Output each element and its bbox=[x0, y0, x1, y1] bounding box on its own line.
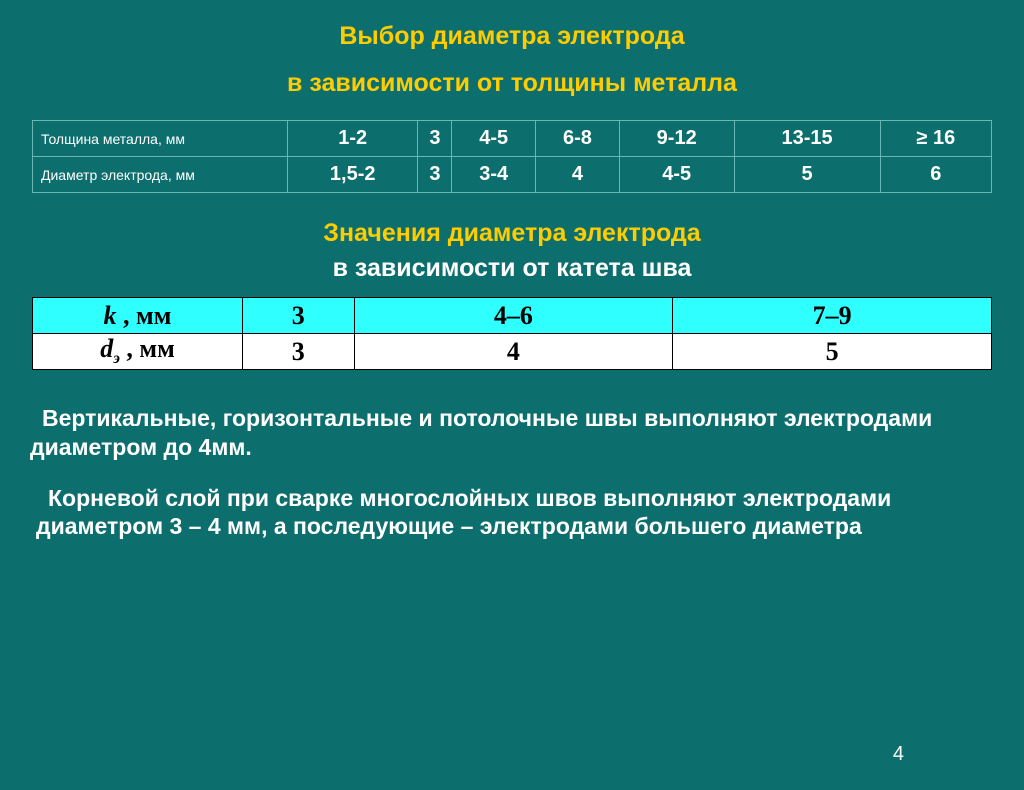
table-cell: 5 bbox=[673, 334, 992, 370]
table-cell: 4-5 bbox=[619, 157, 734, 193]
row-header-diameter: Диаметр электрода, мм bbox=[33, 157, 288, 193]
row-header-k: k , мм bbox=[33, 298, 243, 334]
heading2-line2: в зависимости от катета шва bbox=[0, 254, 1024, 283]
subscript-e: э bbox=[113, 351, 120, 368]
unit-mm: , мм bbox=[120, 334, 175, 363]
unit-mm: , мм bbox=[117, 301, 172, 330]
symbol-k: k bbox=[104, 301, 117, 330]
table-cell: 13-15 bbox=[734, 121, 880, 157]
table-cell: 4 bbox=[536, 157, 620, 193]
page-number: 4 bbox=[893, 743, 904, 766]
heading-line1: Выбор диаметра электрода bbox=[0, 22, 1024, 51]
table-row: dэ , мм 3 4 5 bbox=[33, 334, 992, 370]
table-cell: 3 bbox=[243, 298, 355, 334]
table-row: Диаметр электрода, мм 1,5-2 3 3-4 4 4-5 … bbox=[33, 157, 992, 193]
row-header-d: dэ , мм bbox=[33, 334, 243, 370]
symbol-d: d bbox=[100, 334, 113, 363]
table-cell: 7–9 bbox=[673, 298, 992, 334]
table-cell: 3-4 bbox=[452, 157, 536, 193]
heading-line2: в зависимости от толщины металла bbox=[0, 69, 1024, 98]
table-cell: 3 bbox=[243, 334, 355, 370]
heading2-line1: Значения диаметра электрода bbox=[0, 219, 1024, 248]
table-cell: 1,5-2 bbox=[288, 157, 418, 193]
table-cell: 3 bbox=[418, 157, 452, 193]
table-cell: 5 bbox=[734, 157, 880, 193]
table-cell: 4–6 bbox=[354, 298, 673, 334]
table-cell: 4-5 bbox=[452, 121, 536, 157]
thickness-table: Толщина металла, мм 1-2 3 4-5 6-8 9-12 1… bbox=[32, 120, 992, 193]
table-cell: 6 bbox=[880, 157, 991, 193]
row-header-thickness: Толщина металла, мм bbox=[33, 121, 288, 157]
paragraph-1: Вертикальные, горизонтальные и потолочны… bbox=[30, 404, 988, 462]
table-cell: 3 bbox=[418, 121, 452, 157]
table-cell: ≥ 16 bbox=[880, 121, 991, 157]
table-cell: 6-8 bbox=[536, 121, 620, 157]
table-cell: 4 bbox=[354, 334, 673, 370]
table-row: Толщина металла, мм 1-2 3 4-5 6-8 9-12 1… bbox=[33, 121, 992, 157]
table-row: k , мм 3 4–6 7–9 bbox=[33, 298, 992, 334]
table-cell: 9-12 bbox=[619, 121, 734, 157]
paragraph-2: Корневой слой при сварке многослойных шв… bbox=[36, 484, 988, 542]
leg-table: k , мм 3 4–6 7–9 dэ , мм 3 4 5 bbox=[32, 297, 992, 370]
table-cell: 1-2 bbox=[288, 121, 418, 157]
